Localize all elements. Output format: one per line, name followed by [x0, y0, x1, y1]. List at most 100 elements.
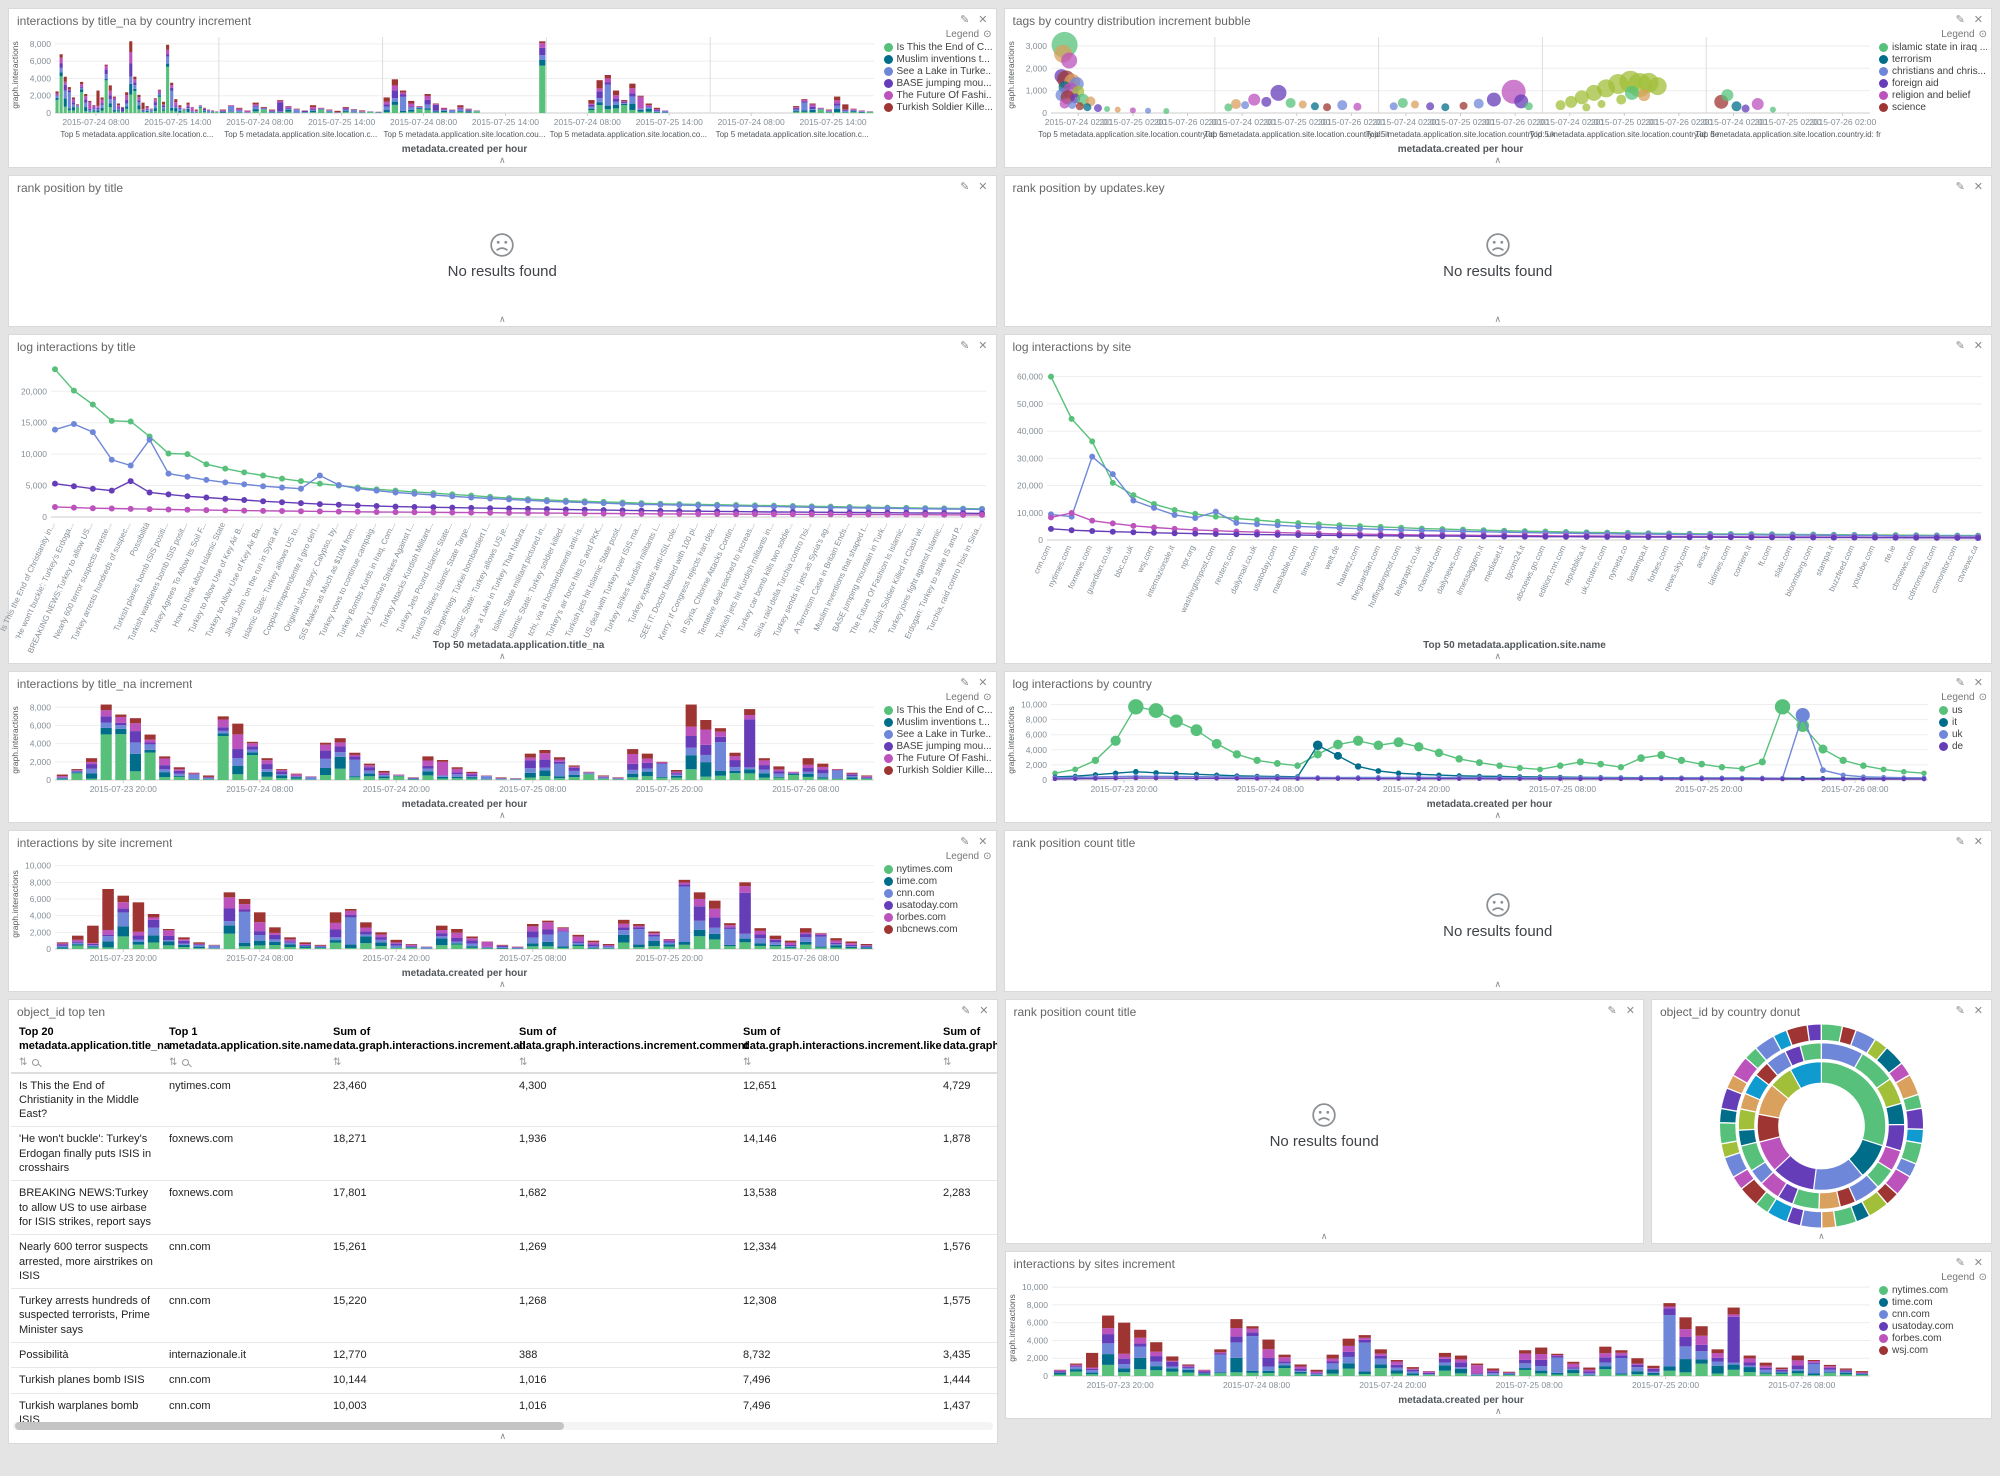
collapse-panel-button[interactable]: ∧ — [487, 156, 517, 167]
legend-header[interactable]: Legend ⊙ — [1939, 692, 1987, 703]
edit-panel-icon[interactable]: ✎ — [1955, 14, 1965, 26]
legend-item[interactable]: Turkish Soldier Kille... — [883, 765, 992, 776]
legend-toggle-icon[interactable]: ⊙ — [1978, 692, 1987, 703]
legend-item[interactable]: The Future Of Fashi... — [883, 753, 992, 764]
legend-item[interactable]: christians and chris... — [1879, 66, 1987, 77]
collapse-panel-button[interactable]: ∧ — [1483, 156, 1513, 167]
legend-item[interactable]: nytimes.com — [1879, 1285, 1987, 1296]
close-panel-icon[interactable]: ✕ — [979, 1005, 989, 1017]
legend-item[interactable]: forbes.com — [883, 912, 992, 923]
site-increment-bar-chart[interactable]: 0 2,000 4,000 6,000 8,000 10,000 graph.interac… — [9, 851, 884, 980]
collapse-panel-button[interactable]: ∧ — [1483, 652, 1513, 663]
edit-panel-icon[interactable]: ✎ — [960, 181, 970, 193]
legend-item[interactable]: nytimes.com — [883, 864, 992, 875]
edit-panel-icon[interactable]: ✎ — [960, 14, 970, 26]
close-panel-icon[interactable]: ✕ — [1973, 14, 1983, 26]
log-interactions-country-line-chart[interactable]: 0 2,000 4,000 6,000 8,000 10,000 graph.interac… — [1005, 692, 1938, 811]
legend-item[interactable]: Is This the End of C... — [883, 705, 992, 716]
close-panel-icon[interactable]: ✕ — [978, 181, 988, 193]
tags-bubble-chart[interactable]: 0 1,000 2,000 3,000 graph.interactions 2015-0… — [1005, 29, 1881, 156]
legend-header[interactable]: Legend ⊙ — [884, 692, 992, 703]
legend-item[interactable]: Is This the End of C... — [883, 42, 992, 53]
legend-item[interactable]: cnn.com — [883, 888, 992, 899]
legend-item[interactable]: Turkish Soldier Kille... — [883, 102, 992, 113]
close-panel-icon[interactable]: ✕ — [978, 14, 988, 26]
legend-item[interactable]: us — [1939, 705, 1987, 716]
legend-item[interactable]: BASE jumping mou... — [883, 78, 992, 89]
log-interactions-site-line-chart[interactable]: 0 10,000 20,000 30,000 40,000 50,000 60,000 cnn… — [1005, 355, 1992, 652]
legend-toggle-icon[interactable]: ⊙ — [983, 29, 992, 40]
legend-item[interactable]: Muslim inventions t... — [883, 54, 992, 65]
legend-item[interactable]: terrorism — [1879, 54, 1987, 65]
collapse-panel-button[interactable]: ∧ — [1483, 315, 1513, 326]
country-donut-chart[interactable] — [1652, 1020, 1991, 1232]
collapse-panel-button[interactable]: ∧ — [1309, 1232, 1339, 1243]
close-panel-icon[interactable]: ✕ — [1973, 836, 1983, 848]
legend-toggle-icon[interactable]: ⊙ — [1978, 1272, 1987, 1283]
collapse-panel-button[interactable]: ∧ — [487, 652, 517, 663]
legend-item[interactable]: Muslim inventions t... — [883, 717, 992, 728]
legend-item[interactable]: BASE jumping mou... — [883, 741, 992, 752]
log-interactions-title-line-chart[interactable]: 0 5,000 10,000 15,000 20,000 Is This the End … — [0, 355, 996, 655]
legend-header[interactable]: Legend ⊙ — [1879, 1272, 1987, 1283]
collapse-panel-button[interactable]: ∧ — [1806, 1232, 1836, 1243]
collapse-panel-button[interactable]: ∧ — [488, 1432, 518, 1443]
edit-panel-icon[interactable]: ✎ — [1955, 1005, 1965, 1017]
close-panel-icon[interactable]: ✕ — [978, 340, 988, 352]
edit-panel-icon[interactable]: ✎ — [960, 340, 970, 352]
legend-item[interactable]: time.com — [883, 876, 992, 887]
legend-item[interactable]: usatoday.com — [1879, 1321, 1987, 1332]
edit-panel-icon[interactable]: ✎ — [1955, 677, 1965, 689]
sort-icon[interactable]: ⇅ — [943, 1056, 952, 1068]
legend-item[interactable]: science — [1879, 102, 1987, 113]
legend-item[interactable]: religion and belief — [1879, 90, 1987, 101]
sort-icon[interactable]: ⇅ — [169, 1056, 178, 1068]
legend-toggle-icon[interactable]: ⊙ — [983, 851, 992, 862]
collapse-panel-button[interactable]: ∧ — [1483, 980, 1513, 991]
table-column-header[interactable]: Top 20 metadata.application.title_na ⇅ — [11, 1020, 170, 1074]
table-column-header[interactable]: Sum of data.graph.interactions.increment.… — [325, 1020, 526, 1074]
table-column-header[interactable]: Sum of data.graph... ⇅ — [935, 1020, 997, 1074]
sort-icon[interactable]: ⇅ — [743, 1056, 752, 1068]
collapse-panel-button[interactable]: ∧ — [487, 811, 517, 822]
legend-item[interactable]: foreign aid — [1879, 78, 1987, 89]
legend-item[interactable]: See a Lake in Turke... — [883, 729, 992, 740]
table-column-header[interactable]: Sum of data.graph.interactions.increment.… — [511, 1020, 748, 1074]
legend-item[interactable]: uk — [1939, 729, 1987, 740]
collapse-panel-button[interactable]: ∧ — [1483, 811, 1513, 822]
filter-magnifier-icon[interactable] — [32, 1058, 40, 1066]
edit-panel-icon[interactable]: ✎ — [1955, 181, 1965, 193]
edit-panel-icon[interactable]: ✎ — [1955, 340, 1965, 352]
legend-item[interactable]: cnn.com — [1879, 1309, 1987, 1320]
legend-toggle-icon[interactable]: ⊙ — [983, 692, 992, 703]
collapse-panel-button[interactable]: ∧ — [1483, 1407, 1513, 1418]
close-panel-icon[interactable]: ✕ — [1973, 181, 1983, 193]
collapse-panel-button[interactable]: ∧ — [487, 315, 517, 326]
sort-icon[interactable]: ⇅ — [519, 1056, 528, 1068]
close-panel-icon[interactable]: ✕ — [1973, 1005, 1983, 1017]
legend-item[interactable]: wsj.com — [1879, 1345, 1987, 1356]
legend-header[interactable]: Legend ⊙ — [1879, 29, 1987, 40]
legend-header[interactable]: Legend ⊙ — [884, 851, 992, 862]
legend-header[interactable]: Legend ⊙ — [884, 29, 992, 40]
legend-item[interactable]: time.com — [1879, 1297, 1987, 1308]
sort-icon[interactable]: ⇅ — [19, 1056, 28, 1068]
legend-item[interactable]: usatoday.com — [883, 900, 992, 911]
legend-item[interactable]: forbes.com — [1879, 1333, 1987, 1344]
close-panel-icon[interactable]: ✕ — [1973, 340, 1983, 352]
edit-panel-icon[interactable]: ✎ — [961, 1005, 971, 1017]
legend-item[interactable]: islamic state in iraq ... — [1879, 42, 1987, 53]
table-column-header[interactable]: Top 1 metadata.application.site.name ⇅ — [161, 1020, 332, 1074]
horizontal-scrollbar-thumb[interactable] — [15, 1422, 564, 1430]
close-panel-icon[interactable]: ✕ — [1973, 677, 1983, 689]
close-panel-icon[interactable]: ✕ — [978, 836, 988, 848]
edit-panel-icon[interactable]: ✎ — [960, 836, 970, 848]
legend-item[interactable]: de — [1939, 741, 1987, 752]
close-panel-icon[interactable]: ✕ — [978, 677, 988, 689]
sites-increment-bar-chart[interactable]: 0 2,000 4,000 6,000 8,000 10,000 graph.interac… — [1006, 1272, 1880, 1407]
title-increment-bar-chart[interactable]: 0 2,000 4,000 6,000 8,000 graph.interactions 2… — [9, 692, 884, 811]
table-column-header[interactable]: Sum of data.graph.interactions.increment.… — [735, 1020, 942, 1074]
legend-toggle-icon[interactable]: ⊙ — [1978, 29, 1987, 40]
close-panel-icon[interactable]: ✕ — [1625, 1005, 1635, 1017]
legend-item[interactable]: it — [1939, 717, 1987, 728]
